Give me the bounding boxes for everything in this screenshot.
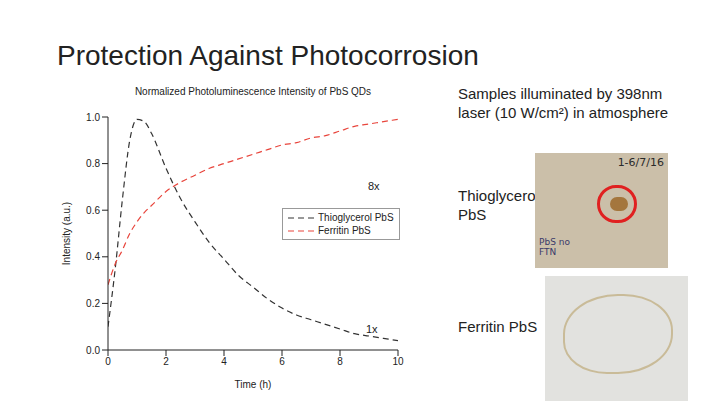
svg-text:0: 0 xyxy=(105,356,111,367)
svg-text:0.0: 0.0 xyxy=(86,345,100,356)
html-text:PbS no FTN: PbS no FTN xyxy=(539,237,570,257)
svg-text:0.6: 0.6 xyxy=(86,205,100,216)
svg-text:2: 2 xyxy=(163,356,169,367)
svg-text:Intensity (a.u.): Intensity (a.u.) xyxy=(61,202,72,265)
svg-text:1.0: 1.0 xyxy=(86,112,100,123)
svg-text:0.4: 0.4 xyxy=(86,251,100,262)
html-text:Protection Against Photocorros: Protection Against Photocorrosion xyxy=(57,40,479,71)
svg-text:0.8: 0.8 xyxy=(86,158,100,169)
html-text:Samples illuminated by 398nm l: Samples illuminated by 398nm laser (10 W… xyxy=(458,85,669,121)
svg-text:Time (h): Time (h) xyxy=(235,379,272,390)
html-text:Thioglycerol PbS: Thioglycerol PbS xyxy=(458,187,539,223)
html-text:Ferritin PbS: Ferritin PbS xyxy=(318,225,371,236)
svg-text:4: 4 xyxy=(221,356,227,367)
html-text:Ferritin PbS: Ferritin PbS xyxy=(458,318,538,335)
html-text:1x: 1x xyxy=(366,323,378,335)
html-text:8x: 8x xyxy=(368,180,380,192)
svg-text:0.2: 0.2 xyxy=(86,298,100,309)
html-text:1-6/7/16: 1-6/7/16 xyxy=(617,156,664,169)
html-text:Thioglycerol PbS: Thioglycerol PbS xyxy=(318,212,394,223)
svg-text:6: 6 xyxy=(279,356,285,367)
svg-text:10: 10 xyxy=(392,356,404,367)
html-text:Normalized Photoluminescence I: Normalized Photoluminescence Intensity o… xyxy=(134,86,372,97)
svg-text:8: 8 xyxy=(337,356,343,367)
